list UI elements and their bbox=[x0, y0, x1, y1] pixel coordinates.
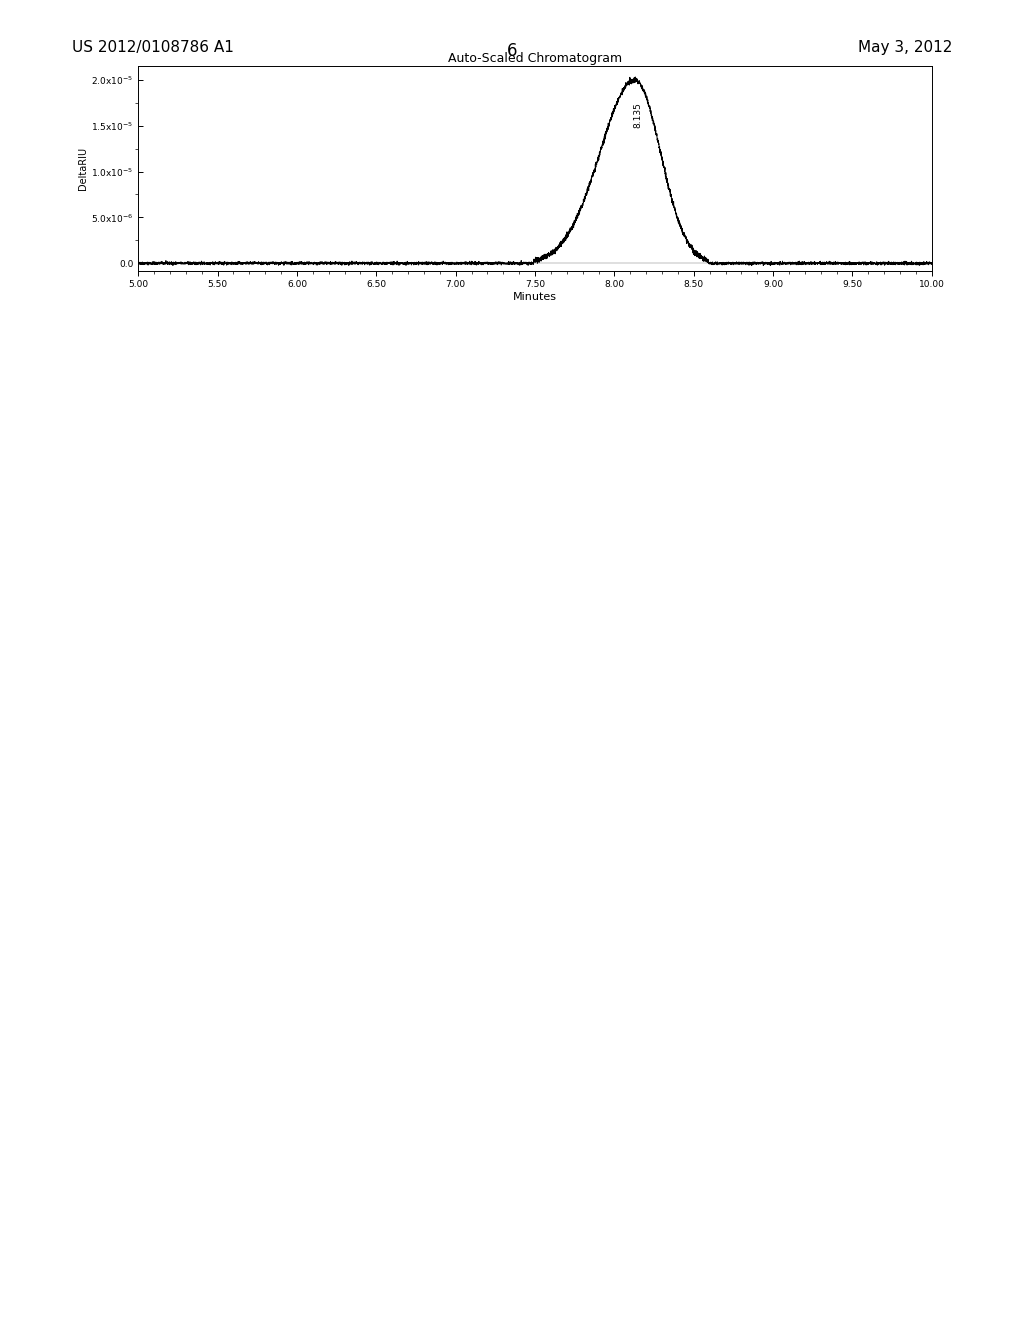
Text: 6: 6 bbox=[507, 42, 517, 61]
X-axis label: Minutes: Minutes bbox=[513, 292, 557, 302]
Text: US 2012/0108786 A1: US 2012/0108786 A1 bbox=[72, 40, 233, 54]
Text: May 3, 2012: May 3, 2012 bbox=[858, 40, 952, 54]
Y-axis label: DeltaRIU: DeltaRIU bbox=[79, 147, 88, 190]
Title: Auto-Scaled Chromatogram: Auto-Scaled Chromatogram bbox=[447, 51, 623, 65]
Text: 8.135: 8.135 bbox=[634, 102, 643, 128]
